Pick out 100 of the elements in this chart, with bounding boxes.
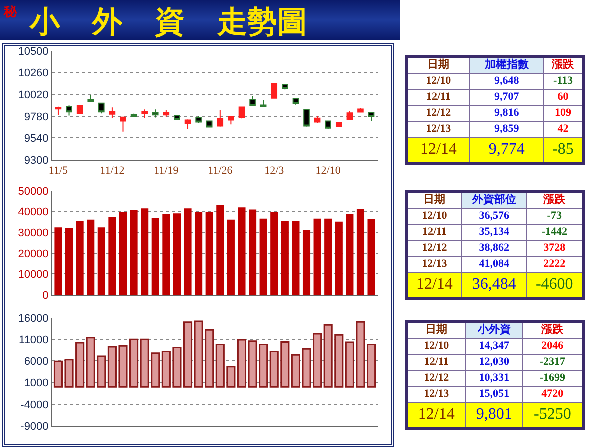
candlestick (304, 109, 310, 128)
text: 9,774 (488, 141, 525, 158)
candlestick (368, 112, 375, 122)
x-tick-label: 11/12 (100, 165, 125, 178)
y-tick-label: 30000 (18, 227, 49, 240)
bar (238, 208, 246, 295)
y-tick-label: 10000 (18, 269, 49, 282)
text: 38,862 (479, 242, 510, 254)
text: 36,484 (472, 276, 516, 293)
text: 12/14 (416, 276, 453, 293)
text: 3728 (544, 242, 566, 254)
candlestick (206, 120, 213, 128)
text: -2317 (540, 356, 566, 368)
candlestick (76, 105, 84, 115)
text: -5250 (534, 406, 572, 423)
text: 109 (554, 107, 572, 119)
candlestick (336, 122, 342, 128)
y-tick-label: 10500 (18, 46, 49, 58)
bar (98, 228, 106, 295)
y-tick-label: 9300 (24, 154, 49, 167)
text: 12/12 (422, 242, 448, 254)
y-tick-label: 40000 (18, 206, 49, 219)
text: -73 (547, 210, 562, 222)
chart-title: 小 外 資 走勢圖 (30, 4, 308, 42)
candlestick (120, 116, 126, 132)
category-label: 漲跌 (526, 192, 584, 208)
candlestick (66, 105, 72, 116)
text: 9,648 (494, 75, 520, 87)
y-tick-label: -9000 (20, 420, 49, 433)
text: 12/10 (422, 210, 448, 222)
text: 12,030 (479, 356, 510, 368)
text: 12/11 (424, 356, 449, 368)
bar (324, 218, 332, 295)
candlestick (55, 106, 62, 116)
text: 12/10 (426, 75, 452, 87)
text: 9,801 (476, 406, 512, 423)
candlestick (98, 102, 105, 114)
candlestick (109, 107, 116, 119)
y-tick-label: 1000 (24, 378, 49, 390)
y-tick-label: 11000 (19, 334, 49, 346)
text: 12/14 (418, 406, 455, 423)
x-tick-label: 12/10 (316, 165, 342, 178)
candlestick (358, 108, 364, 114)
candlestick (238, 106, 246, 120)
text: 12/14 (420, 141, 457, 158)
text: 12/13 (426, 123, 452, 135)
category-label: 外資部位 (462, 192, 527, 208)
text: 9,859 (494, 123, 520, 135)
bar (302, 230, 311, 295)
text: 12/10 (424, 340, 450, 352)
bar (216, 204, 224, 295)
text: 秘 (4, 4, 17, 21)
candlestick (292, 98, 300, 106)
candlestick (142, 109, 148, 119)
candlestick (184, 119, 192, 130)
text: -113 (553, 75, 573, 87)
category-label: 日期 (406, 192, 462, 208)
y-tick-label: 50000 (18, 186, 49, 198)
bar (346, 214, 354, 295)
text: 9,707 (494, 91, 520, 103)
bar (227, 220, 235, 295)
text: 12/12 (424, 372, 450, 384)
x-tick-label: 11/19 (154, 165, 180, 178)
y-tick-label: 10020 (18, 89, 49, 102)
text: 14,347 (479, 340, 510, 352)
y-tick-label: 0 (42, 290, 49, 302)
y-tick-label: 9780 (24, 111, 49, 124)
bar (260, 218, 268, 295)
bar (65, 228, 74, 295)
bar (141, 208, 149, 295)
text: -85 (552, 141, 574, 158)
bar (87, 220, 95, 295)
text: 2046 (542, 340, 564, 352)
text: 2222 (544, 258, 566, 270)
category-label: 日期 (406, 56, 470, 74)
bar (335, 222, 343, 295)
bar (76, 220, 84, 295)
category-label: 漲跌 (522, 322, 584, 338)
bar (356, 210, 365, 295)
bar (249, 210, 257, 295)
text: 12/11 (426, 91, 451, 103)
bar (152, 218, 160, 295)
bar (195, 212, 203, 295)
bar (108, 217, 116, 295)
y-tick-label: -4000 (20, 399, 49, 412)
text: 4720 (542, 388, 564, 400)
candlestick (228, 116, 234, 126)
text: 12/12 (426, 107, 452, 119)
y-tick-label: 6000 (24, 356, 49, 368)
text: 12/13 (424, 388, 450, 400)
bar (314, 218, 322, 295)
candlestick (163, 110, 170, 118)
x-tick-label: 11/26 (208, 165, 234, 178)
bar (368, 219, 376, 295)
text: 36,576 (479, 210, 510, 222)
bar (130, 210, 138, 295)
bar (119, 212, 128, 295)
y-tick-label: 20000 (18, 248, 49, 260)
bar (292, 220, 300, 295)
text: 10,331 (479, 372, 510, 384)
